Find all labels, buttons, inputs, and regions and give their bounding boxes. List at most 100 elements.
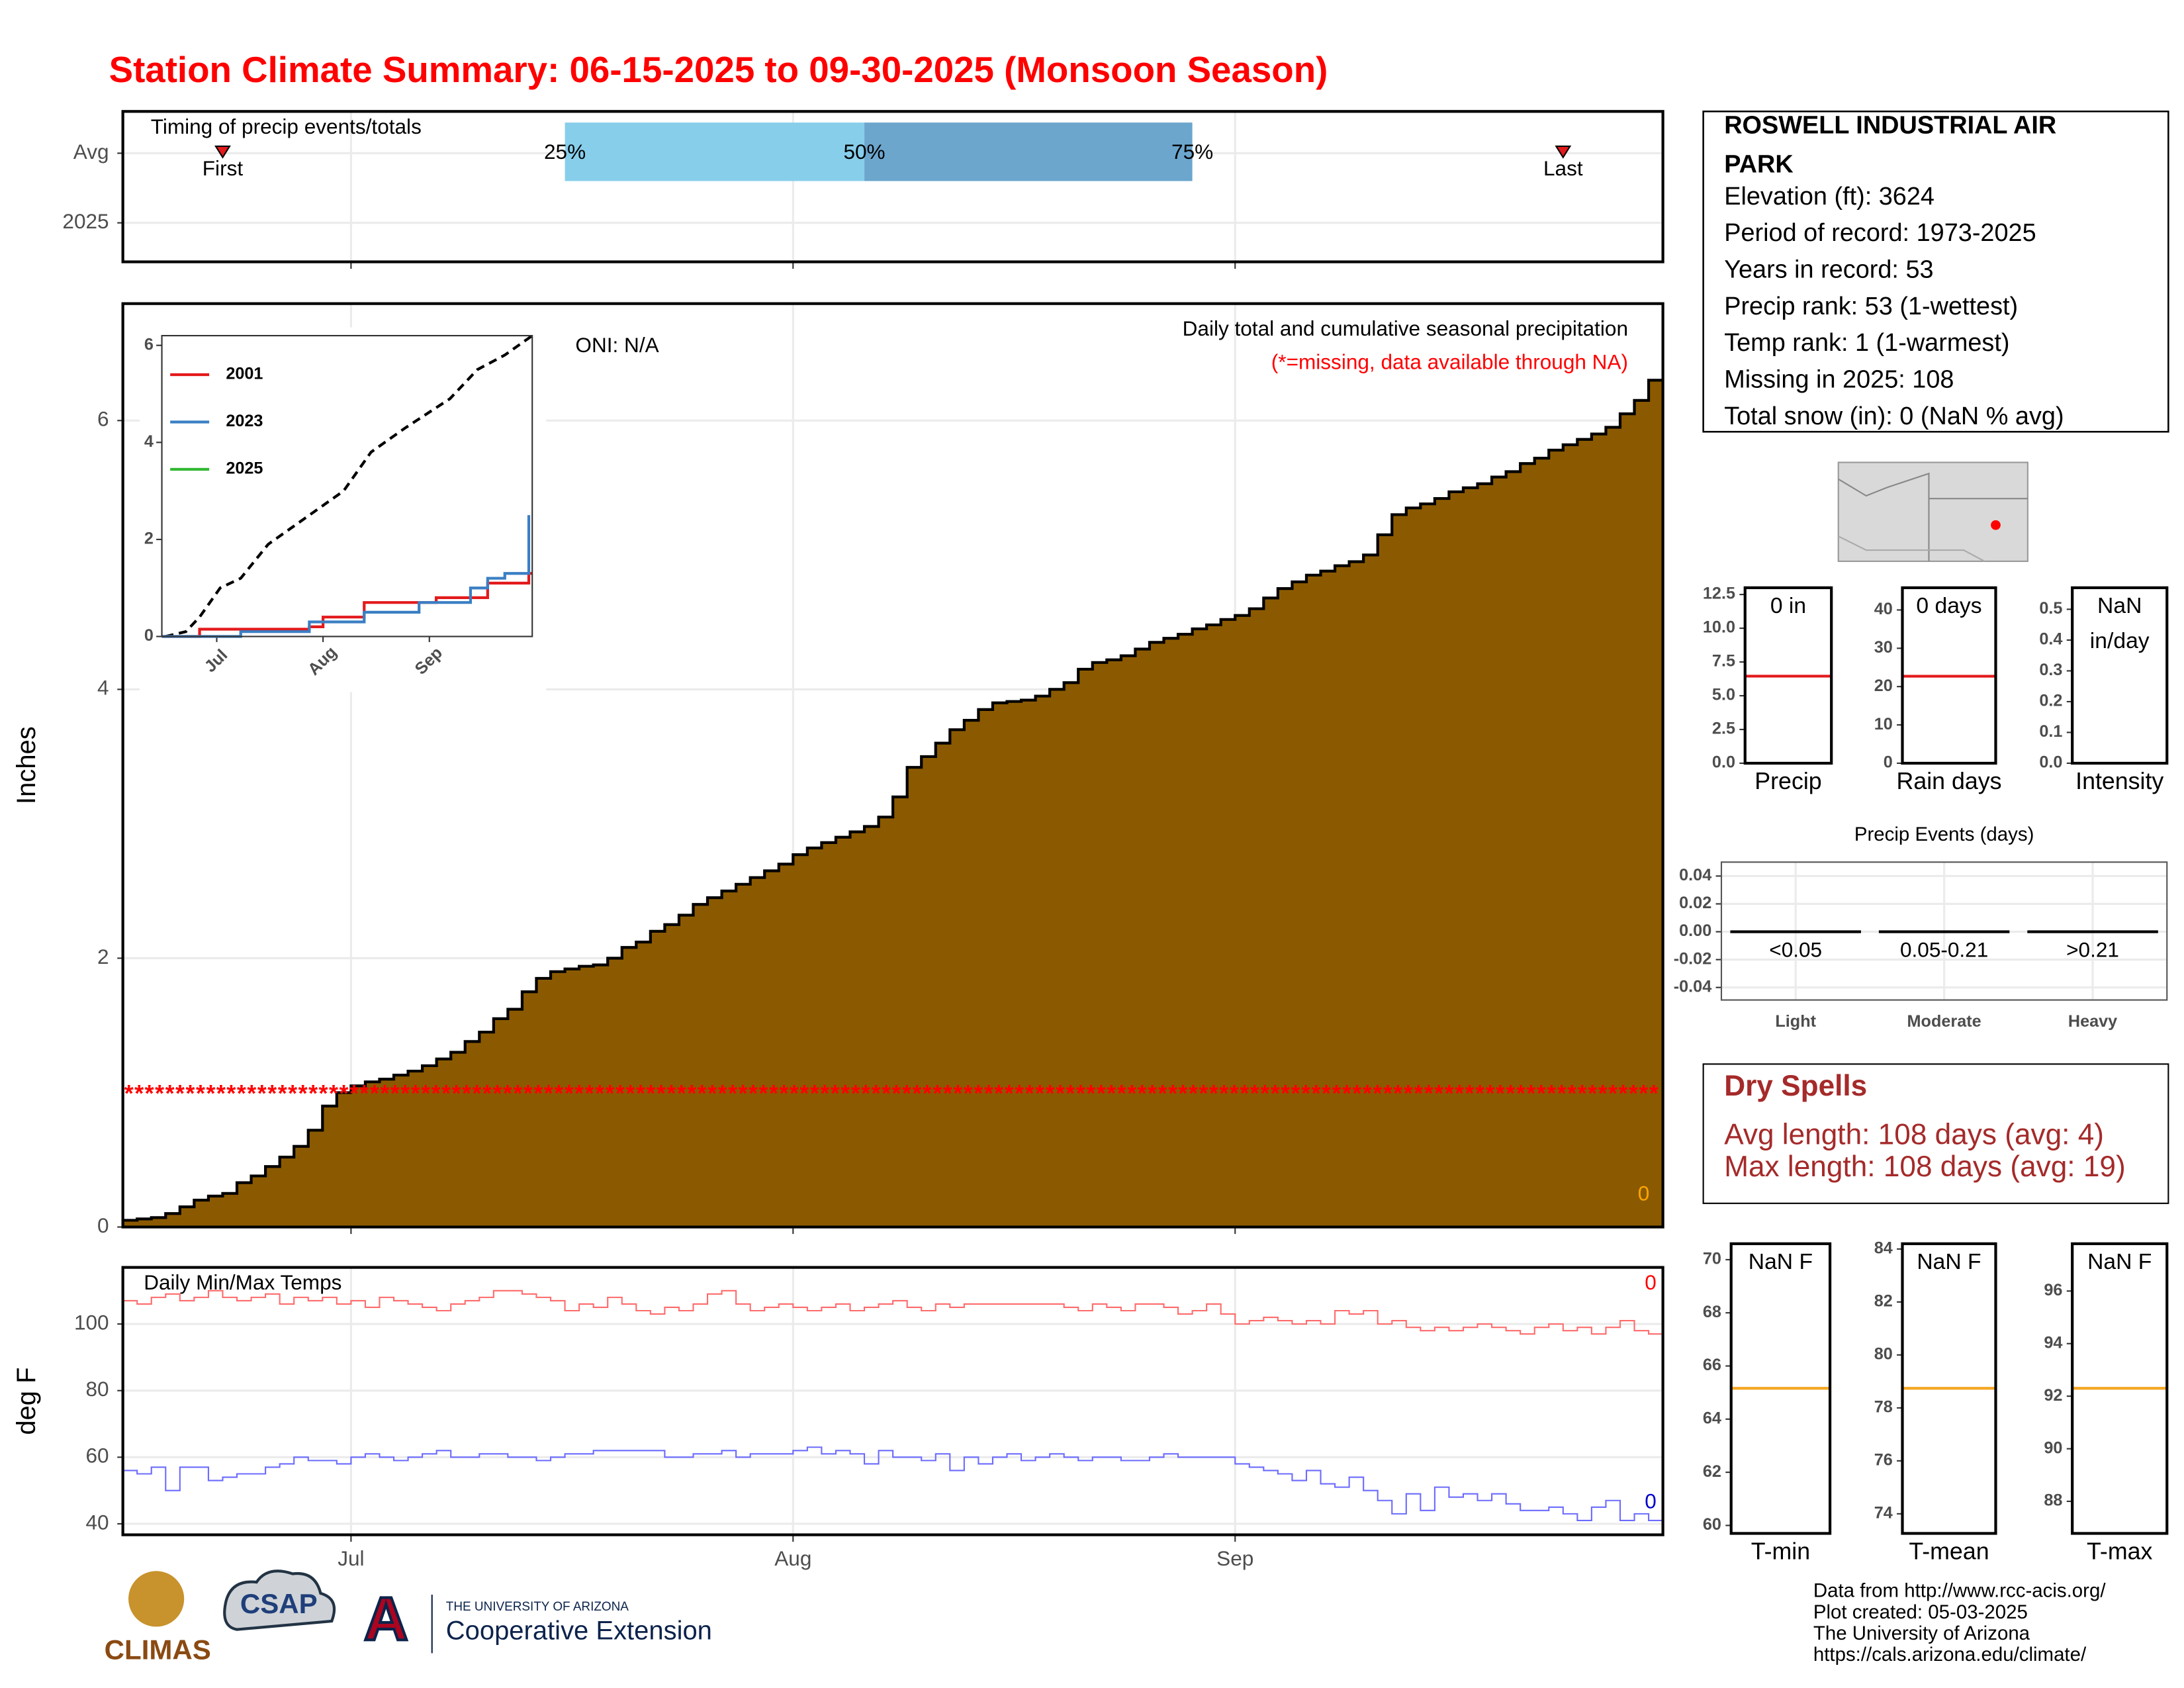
missing-marker: * [1445,1080,1454,1107]
station-name: PARK [1724,150,1793,178]
station-box [1702,111,2169,433]
y-tick-label: 82 [1874,1292,1893,1311]
missing-marker: * [953,1080,962,1107]
precip-step [736,884,751,1227]
precip-step [308,1130,323,1227]
missing-marker: * [216,1080,226,1107]
missing-marker: * [1506,1080,1515,1107]
y-tick-label: 2025 [62,209,109,233]
map-border [1838,472,1930,561]
missing-marker: * [1567,1080,1576,1107]
missing-marker: * [1158,1080,1167,1107]
missing-marker: * [1434,1080,1443,1107]
panel-title: Timing of precip events/totals [151,115,422,138]
station-detail: Period of record: 1973-2025 [1724,219,2036,247]
missing-marker: * [1516,1080,1525,1107]
precip-step [322,1105,338,1227]
missing-marker: * [1598,1080,1608,1107]
y-tick-label: 0.04 [1679,866,1711,884]
missing-marker: * [666,1080,676,1107]
precip-step [1619,414,1635,1227]
y-tick-label: 66 [1703,1356,1721,1374]
missing-marker: * [574,1080,584,1107]
precip-step [878,817,893,1227]
missing-marker: * [1557,1080,1567,1107]
group-label: Heavy [2068,1012,2117,1031]
gauge-title: T-min [1751,1538,1810,1564]
precip-step [208,1196,224,1227]
y-tick-label: 0.0 [2039,753,2062,772]
precip-step [678,915,694,1227]
missing-marker: * [175,1080,185,1107]
y-tick-label: 80 [86,1377,109,1401]
missing-marker: * [892,1080,901,1107]
missing-marker: * [1383,1080,1392,1107]
series-line [161,572,533,638]
y-tick-label: 2 [144,530,154,548]
timing-marker [1555,145,1572,159]
x-tick-label: Sep [1216,1546,1253,1570]
precip-step [351,1086,366,1227]
y-tick-label: 68 [1703,1303,1721,1321]
temperature-line [122,1289,1663,1335]
station-detail: Precip rank: 53 (1-wettest) [1724,293,2018,320]
missing-marker: * [1619,1080,1628,1107]
missing-marker: * [339,1080,348,1107]
missing-marker: * [707,1080,717,1107]
precip-step [1277,588,1293,1227]
missing-marker: * [1035,1080,1044,1107]
missing-marker: * [237,1080,246,1107]
precip-step [764,870,780,1227]
precip-step [579,966,594,1227]
missing-marker: * [308,1080,318,1107]
missing-marker: * [421,1080,430,1107]
precip-step [436,1058,451,1227]
missing-marker: * [820,1080,829,1107]
missing-marker: * [1005,1080,1014,1107]
missing-marker: * [1342,1080,1351,1107]
precip-step [122,1220,138,1227]
precip-step [1035,696,1050,1227]
missing-marker: * [831,1080,840,1107]
category-label: <0.05 [1769,937,1822,961]
missing-marker: * [1526,1080,1535,1107]
missing-marker: * [1588,1080,1597,1107]
missing-marker: * [226,1080,236,1107]
y-tick-label: 0.1 [2039,722,2062,741]
precip-step [1092,662,1107,1227]
precip-step [279,1157,295,1227]
ua-bottom: Cooperative Extension [446,1616,712,1645]
gauge-label: in/day [2090,629,2150,653]
precip-step [835,837,851,1227]
precip-step [1192,629,1207,1227]
missing-marker: * [544,1080,553,1107]
precip-step [1492,477,1507,1227]
y-tick-label: 12.5 [1703,585,1735,603]
cumulative-outline [121,379,1663,1227]
y-tick-label: 2.5 [1712,720,1735,738]
precip-step [1577,439,1592,1227]
precip-step [1349,561,1364,1227]
quartile-label: 25% [544,140,586,164]
missing-marker: * [933,1080,942,1107]
missing-marker: * [646,1080,655,1107]
missing-marker: * [1056,1080,1065,1107]
missing-marker: * [1547,1080,1556,1107]
precip-step [1477,483,1492,1227]
missing-marker: * [1250,1080,1259,1107]
legend-label: 2023 [226,412,263,430]
plot-frame [121,302,1664,1229]
y-tick-label: 84 [1874,1239,1893,1258]
y-tick-label: 0.2 [2039,692,2062,710]
missing-marker: * [657,1080,666,1107]
precip-step [1563,444,1578,1227]
missing-marker: * [882,1080,891,1107]
missing-marker: * [206,1080,215,1107]
average-line [165,334,533,638]
missing-marker: * [1414,1080,1423,1107]
gauge-title: T-max [2087,1538,2152,1564]
missing-marker: * [1015,1080,1024,1107]
precip-step [992,702,1008,1227]
group-label: Moderate [1907,1012,1981,1031]
x-tick-label: Jul [338,1546,364,1570]
